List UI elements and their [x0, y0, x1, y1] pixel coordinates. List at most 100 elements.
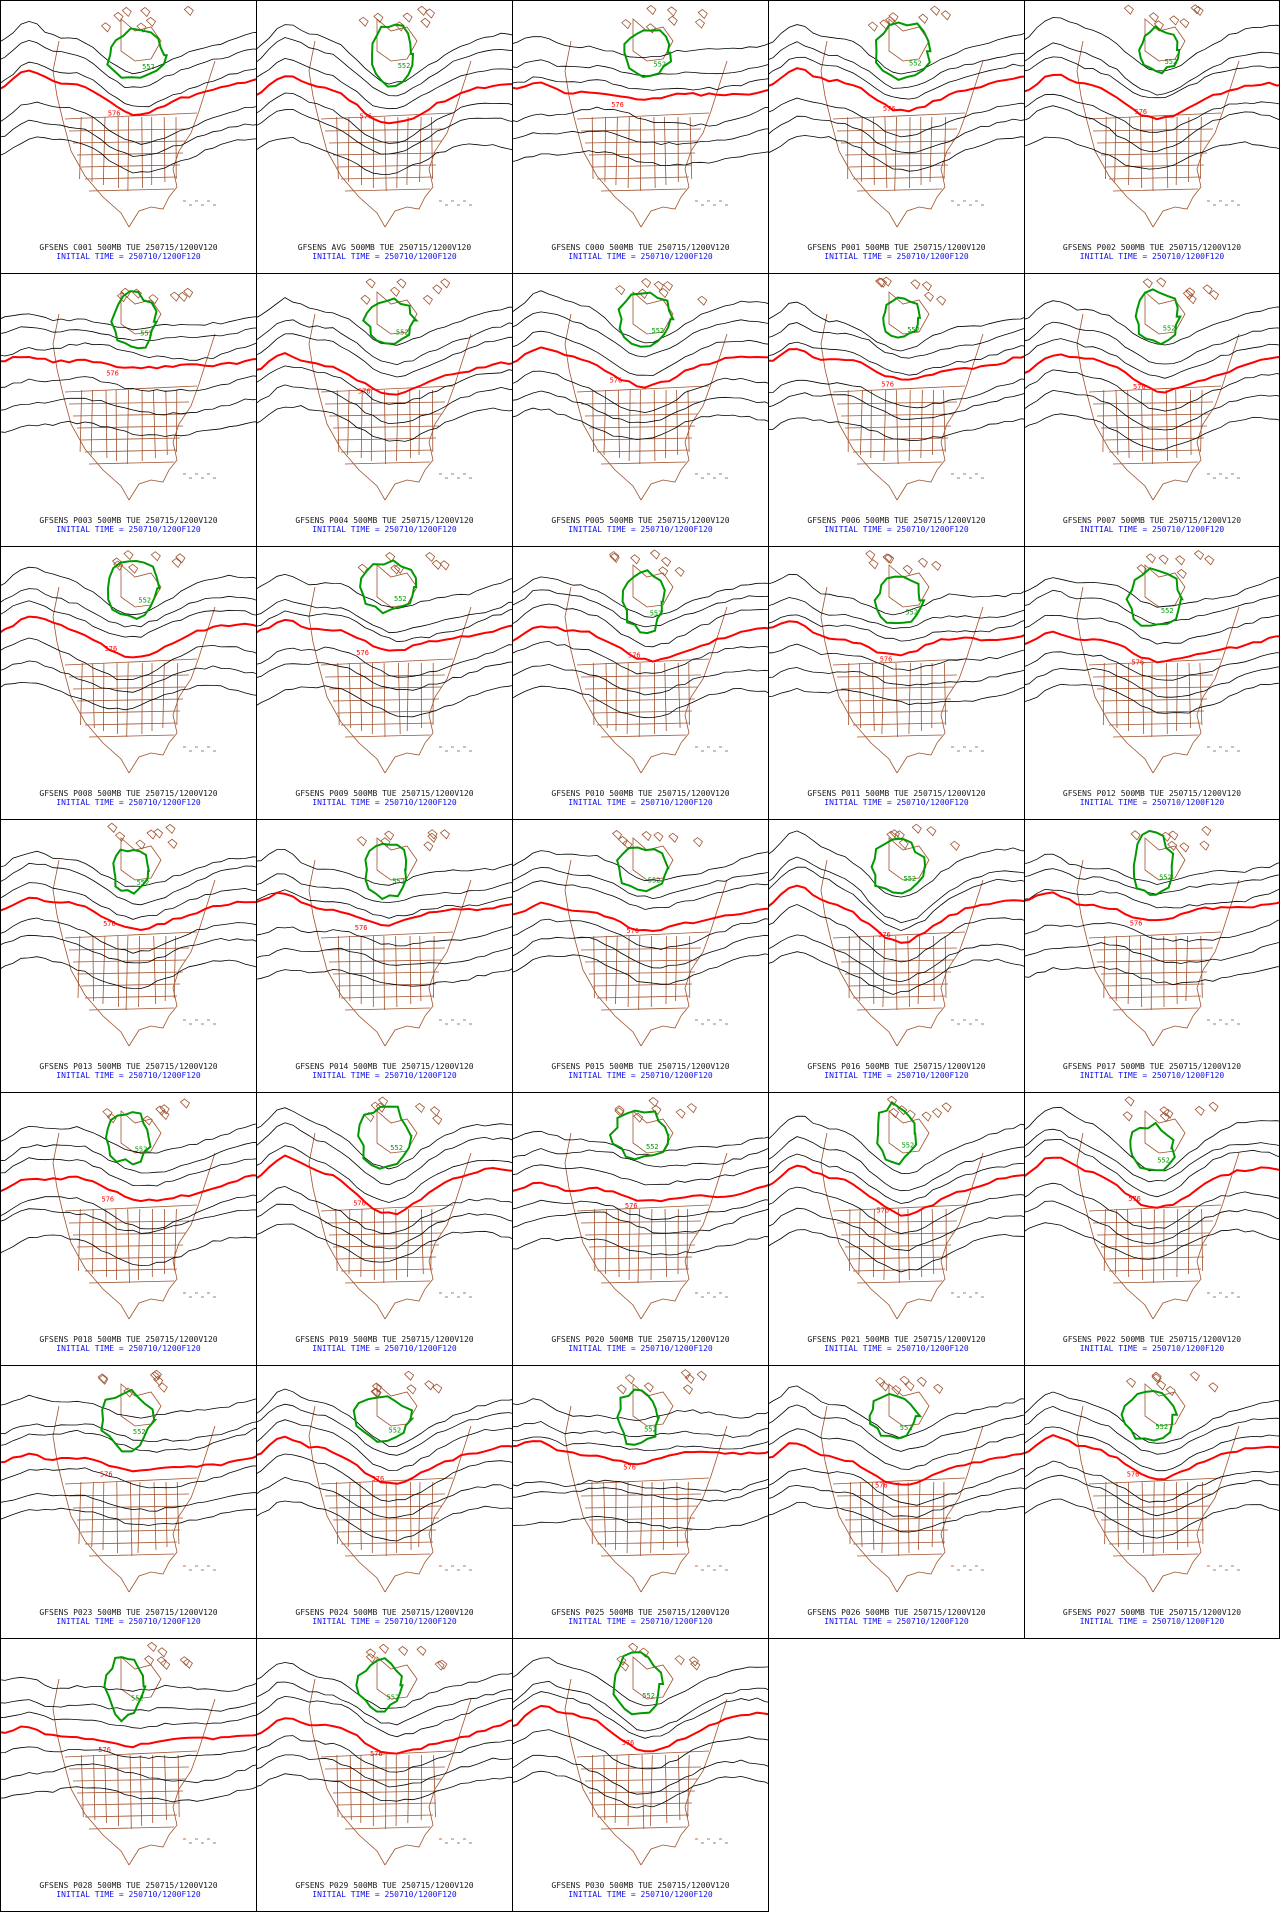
contour-552-line: [355, 1657, 404, 1713]
contour-552-label: 552: [138, 596, 151, 604]
height-contours: [1025, 1391, 1279, 1539]
height-contour-map: 552 576: [1025, 1371, 1279, 1593]
contour-576-line: [1025, 1156, 1279, 1209]
panel-title: GFSENS P028 500MB TUE 250715/1200V120: [39, 1881, 218, 1890]
contour-576-line: [1, 1452, 256, 1473]
contour-552-line: [612, 1651, 665, 1716]
height-contours: [1, 566, 256, 711]
ensemble-panel-p017: 552 576 GFSENS P017 500MB TUE 250715/1200V…: [1024, 819, 1280, 1093]
contour-552-label: 552: [133, 1428, 146, 1436]
contour-576-line: [1, 69, 256, 117]
contour-552-label: 552: [904, 875, 917, 883]
contour-576-label: 576: [1135, 108, 1148, 116]
height-contour-map: 552 576: [1, 1641, 256, 1866]
height-contour-map: 552 576: [257, 278, 512, 501]
height-contour-map: 552 576: [513, 1642, 768, 1866]
panel-title: GFSENS P016 500MB TUE 250715/1200V120: [807, 1062, 986, 1071]
contour-552-label: 552: [398, 62, 411, 70]
contour-576-line: [513, 1440, 768, 1466]
panel-title: GFSENS P030 500MB TUE 250715/1200V120: [551, 1881, 730, 1890]
contour-552-label: 552: [394, 595, 407, 603]
contour-576-line: [513, 1704, 768, 1753]
ensemble-panel-p026: 552 576 GFSENS P026 500MB TUE 250715/1200V…: [768, 1365, 1025, 1639]
height-contours: [513, 36, 768, 167]
panel-initial-time: INITIAL TIME = 250710/1200F120: [824, 1617, 969, 1626]
contour-552-line: [1125, 567, 1184, 627]
contour-552-label: 552: [653, 61, 666, 69]
contour-576-label: 576: [105, 645, 118, 653]
contour-576-label: 576: [100, 1471, 113, 1479]
panel-initial-time: INITIAL TIME = 250710/1200F120: [312, 252, 457, 261]
panel-initial-time: INITIAL TIME = 250710/1200F120: [56, 1071, 201, 1080]
contour-576-label: 576: [106, 370, 119, 378]
contour-552-line: [357, 1105, 413, 1170]
contour-552-label: 552: [652, 327, 665, 335]
panel-initial-time: INITIAL TIME = 250710/1200F120: [568, 1890, 713, 1899]
panel-initial-time: INITIAL TIME = 250710/1200F120: [824, 1071, 969, 1080]
ensemble-panel-p028: 552 576 GFSENS P028 500MB TUE 250715/1200V…: [0, 1638, 257, 1912]
contour-552-label: 552: [644, 1425, 657, 1433]
contour-552-line: [100, 1388, 158, 1453]
panel-title: GFSENS P026 500MB TUE 250715/1200V120: [807, 1608, 986, 1617]
coastline-and-borders: [1076, 825, 1240, 1047]
panel-initial-time: INITIAL TIME = 250710/1200F120: [1079, 1071, 1225, 1080]
contour-576-label: 576: [372, 1475, 385, 1483]
height-contours: [513, 1657, 768, 1809]
ensemble-panel-avg: 552 576 GFSENS AVG 500MB TUE 250715/1200V1…: [256, 0, 513, 274]
coastline-and-borders: [1076, 1096, 1240, 1320]
contour-552-line: [608, 1109, 670, 1161]
contour-576-label: 576: [370, 1750, 383, 1758]
ensemble-panel-p005: 552 576 GFSENS P005 500MB TUE 250715/1200V…: [512, 273, 769, 547]
height-contour-map: 552 576: [513, 277, 768, 501]
contour-576-label: 576: [1127, 1470, 1140, 1478]
contour-576-label: 576: [103, 920, 116, 928]
panel-initial-time: INITIAL TIME = 250710/1200F120: [312, 798, 457, 807]
contour-576-line: [769, 1442, 1024, 1486]
contour-576-line: [1, 1174, 256, 1203]
height-contour-map: 552 576: [769, 823, 1024, 1047]
panel-title: GFSENS P009 500MB TUE 250715/1200V120: [295, 789, 474, 798]
panel-initial-time: INITIAL TIME = 250710/1200F120: [824, 525, 969, 534]
contour-576-label: 576: [878, 931, 891, 939]
contour-576-label: 576: [358, 388, 371, 396]
panel-title: GFSENS P021 500MB TUE 250715/1200V120: [807, 1335, 986, 1344]
contour-576-line: [257, 1435, 512, 1485]
contour-576-label: 576: [360, 112, 373, 120]
panel-title: GFSENS P029 500MB TUE 250715/1200V120: [295, 1881, 474, 1890]
contour-552-label: 552: [135, 1145, 148, 1153]
contour-576-label: 576: [353, 1200, 366, 1208]
contour-552-line: [876, 1100, 918, 1166]
height-contours: [513, 1398, 768, 1531]
contour-552-line: [621, 569, 666, 635]
contour-552-label: 552: [646, 1143, 659, 1151]
height-contours: [1025, 300, 1279, 451]
height-contour-map: 552 576: [513, 549, 768, 774]
coastline-and-borders: [820, 1095, 984, 1320]
panel-initial-time: INITIAL TIME = 250710/1200F120: [824, 1344, 969, 1353]
ensemble-panel-p027: 552 576 GFSENS P027 500MB TUE 250715/1200V…: [1024, 1365, 1280, 1639]
contour-552-label: 552: [1165, 58, 1178, 66]
panel-title: GFSENS P018 500MB TUE 250715/1200V120: [39, 1335, 218, 1344]
height-contour-map: 552 576: [769, 276, 1024, 501]
coastline-and-borders: [820, 1375, 984, 1593]
contour-552-line: [1134, 288, 1182, 346]
contour-576-line: [769, 884, 1024, 944]
contour-552-label: 552: [1161, 607, 1174, 615]
ensemble-panel-p024: 552 576 GFSENS P024 500MB TUE 250715/1200V…: [256, 1365, 513, 1639]
contour-576-label: 576: [1131, 658, 1144, 666]
coastline-and-borders: [820, 550, 984, 774]
contour-576-label: 576: [623, 1464, 636, 1472]
contour-552-label: 552: [905, 608, 918, 616]
contour-552-label: 552: [900, 1424, 913, 1432]
contour-552-label: 552: [392, 878, 405, 886]
coastline-and-borders: [1076, 1371, 1240, 1593]
ensemble-panel-p007: 552 576 GFSENS P007 500MB TUE 250715/1200V…: [1024, 273, 1280, 547]
contour-576-line: [769, 620, 1024, 657]
ensemble-panel-p013: 552 576 GFSENS P013 500MB TUE 250715/1200V…: [0, 819, 257, 1093]
contour-552-label: 552: [389, 1427, 402, 1435]
panel-initial-time: INITIAL TIME = 250710/1200F120: [312, 1890, 457, 1899]
contour-576-line: [257, 75, 512, 125]
panel-title: GFSENS P020 500MB TUE 250715/1200V120: [551, 1335, 730, 1344]
panel-title: GFSENS P022 500MB TUE 250715/1200V120: [1062, 1335, 1242, 1344]
height-contour-map: 552 576: [1, 287, 256, 501]
